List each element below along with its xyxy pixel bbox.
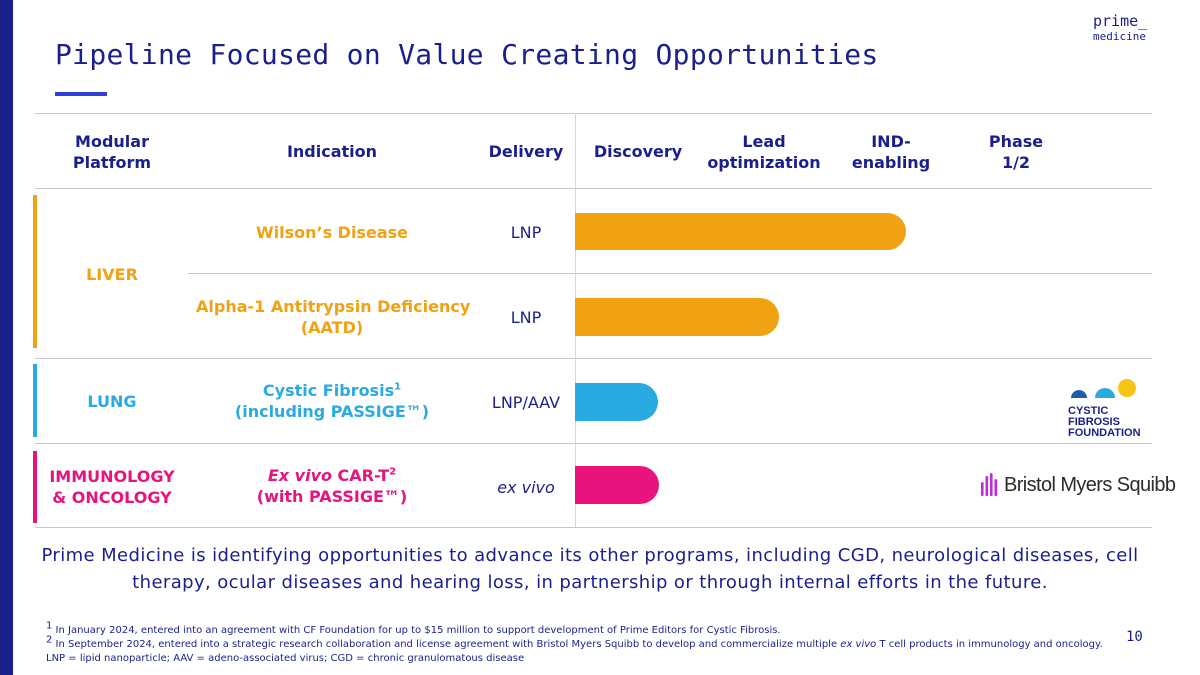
summary-statement: Prime Medicine is identifying opportunit… — [41, 545, 1139, 593]
indication-cystic-fibrosis: Cystic Fibrosis1 (including PASSIGE™) — [222, 380, 442, 422]
header-delivery: Delivery — [488, 142, 564, 161]
header-indication: Indication — [286, 142, 378, 161]
title-underline — [55, 92, 107, 96]
delivery-row-1: LNP — [510, 223, 542, 242]
indication-car-t-rest: CAR-T — [331, 466, 390, 485]
progress-bar-aatd — [575, 298, 779, 336]
indication-cf-line1: Cystic Fibrosis — [262, 381, 395, 400]
indication-aatd-line1: Alpha-1 Antitrypsin Deficiency — [196, 297, 471, 316]
progress-bar-cystic-fibrosis — [575, 383, 658, 421]
footnote-1: 1 In January 2024, entered into an agree… — [46, 620, 781, 636]
header-lead-optimization: Lead optimization — [707, 132, 821, 172]
lung-platform-bar — [33, 364, 37, 437]
footnote-abbreviations: LNP = lipid nanoparticle; AAV = adeno-as… — [46, 653, 525, 664]
left-accent-bar — [0, 0, 13, 675]
page-title: Pipeline Focused on Value Creating Oppor… — [55, 38, 879, 71]
indication-ex-vivo-car-t: Ex vivo CAR-T2 (with PASSIGE™) — [222, 465, 442, 507]
footnote-ref-1: 1 — [394, 381, 402, 393]
header-ind-enabling: IND- enabling — [851, 132, 931, 172]
indication-car-t-line2: (with PASSIGE™) — [256, 487, 408, 506]
lung-immuno-divider — [35, 443, 1152, 444]
progress-bar-wilsons — [575, 213, 906, 250]
cff-line1: CYSTIC FIBROSIS — [1068, 405, 1120, 428]
footnotes: 1 In January 2024, entered into an agree… — [46, 620, 1126, 666]
indication-wilsons-disease: Wilson’s Disease — [255, 223, 408, 242]
indication-aatd: Alpha-1 Antitrypsin Deficiency (AATD) — [196, 296, 471, 338]
table-top-rule — [35, 113, 1152, 114]
indication-car-t-italic: Ex vivo — [267, 466, 332, 485]
delivery-row-3: LNP/AAV — [491, 393, 561, 412]
page-number: 10 — [1126, 629, 1143, 645]
cystic-fibrosis-foundation-logo: CYSTIC FIBROSIS FOUNDATION — [1068, 377, 1158, 439]
bms-mark-icon — [981, 473, 998, 496]
cff-dots-icon — [1071, 379, 1136, 398]
header-bottom-rule — [35, 188, 1152, 189]
liver-row-divider — [188, 273, 1152, 274]
indication-aatd-line2: (AATD) — [300, 318, 364, 337]
table-bottom-rule — [35, 527, 1152, 528]
liver-platform-bar — [33, 195, 37, 348]
footnote-2: 2 In September 2024, entered into a stra… — [46, 634, 1103, 650]
prime-medicine-logo: prime_ medicine — [1093, 12, 1148, 43]
cff-line2: FOUNDATION — [1068, 427, 1141, 439]
platform-liver: LIVER — [86, 265, 138, 284]
footnote-ref-2: 2 — [389, 466, 397, 478]
header-modular-platform: Modular Platform — [72, 132, 152, 172]
delivery-row-4: ex vivo — [497, 478, 555, 497]
header-phase-1-2: Phase 1/2 — [988, 132, 1044, 172]
platform-immunology-oncology: IMMUNOLOGY & ONCOLOGY — [49, 467, 175, 507]
header-discovery: Discovery — [593, 142, 683, 161]
immuno-platform-bar — [33, 451, 37, 523]
liver-lung-divider — [35, 358, 1152, 359]
bms-wordmark: Bristol Myers Squibb — [1004, 473, 1176, 496]
indication-cf-line2: (including PASSIGE™) — [234, 402, 430, 421]
progress-bar-car-t — [575, 466, 659, 504]
delivery-row-2: LNP — [510, 308, 542, 327]
bristol-myers-squibb-logo: Bristol Myers Squibb — [980, 472, 1176, 498]
platform-lung: LUNG — [87, 392, 137, 411]
